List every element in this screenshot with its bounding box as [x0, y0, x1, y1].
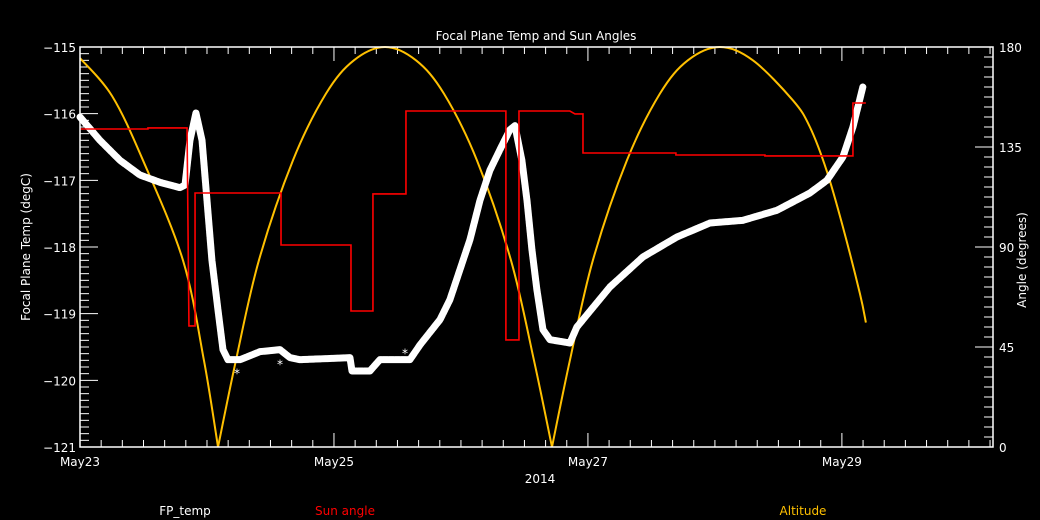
legend-altitude: Altitude — [780, 504, 827, 518]
sun-angle-line — [80, 102, 866, 341]
y-tick-label-right: 0 — [999, 441, 1007, 455]
y-tick-label-right: 180 — [999, 41, 1022, 55]
x-tick-label: May23 — [60, 455, 100, 469]
x-tick-label: May29 — [822, 455, 862, 469]
fp-temp-line — [76, 83, 867, 375]
y-tick-label-right: 135 — [999, 141, 1022, 155]
y-tick-label-right: 45 — [999, 341, 1014, 355]
y-tick-label-right: 90 — [999, 241, 1014, 255]
x-axis-label: 2014 — [525, 472, 556, 486]
altitude-line — [79, 57, 220, 448]
y-axis-left-label: Focal Plane Temp (degC) — [19, 173, 33, 321]
y-tick-label-left: −119 — [43, 308, 76, 322]
x-tick-label: May27 — [568, 455, 608, 469]
altitude-line — [217, 45, 553, 448]
plot-frame — [79, 46, 994, 448]
altitude-line — [551, 45, 867, 448]
y-tick-label-left: −116 — [43, 108, 76, 122]
y-tick-label-left: −117 — [43, 174, 76, 188]
fp-temp-outlier-point: * — [234, 366, 240, 380]
y-tick-label-left: −115 — [43, 41, 76, 55]
legend-sun-angle: Sun angle — [315, 504, 375, 518]
legend-fp-temp: FP_temp — [159, 504, 211, 518]
chart-title: Focal Plane Temp and Sun Angles — [436, 29, 637, 43]
axis-ticks: May23 May25 May27 May29 −115 −116 −117 −118 −119… — [43, 41, 1022, 469]
y-tick-label-left: −118 — [43, 241, 76, 255]
fp-temp-outlier-point: * — [277, 358, 283, 372]
y-tick-label-left: −120 — [43, 374, 76, 388]
y-axis-right-label: Angle (degrees) — [1015, 212, 1029, 308]
fp-temp-outlier-point: * — [402, 346, 408, 360]
x-tick-label: May25 — [314, 455, 354, 469]
series-layer: * * * — [76, 45, 867, 448]
y-tick-label-left: −121 — [43, 441, 76, 455]
